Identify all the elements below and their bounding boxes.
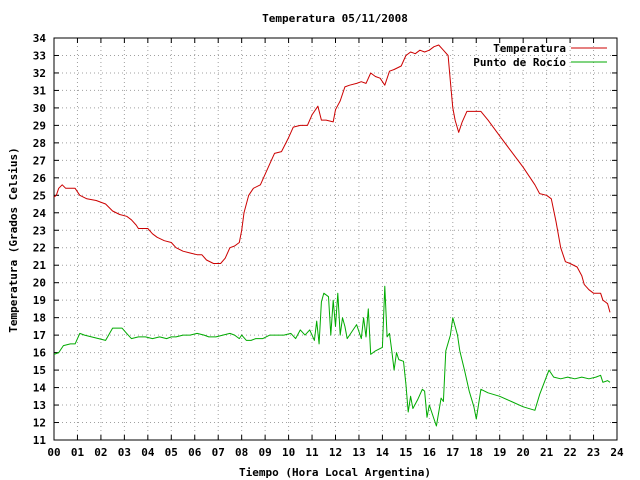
axis-ticks: 00 01 02 03 04 05 06 07 08 09 10 11 12 13 14 15 16 17 18 19… xyxy=(33,32,624,459)
x-tick-label: 15 xyxy=(399,446,412,459)
y-axis-label: Temperatura (Grados Celsius) xyxy=(7,147,20,332)
x-tick-label: 05 xyxy=(165,446,178,459)
x-tick-label: 22 xyxy=(563,446,576,459)
y-tick-label: 32 xyxy=(33,67,46,80)
series-line-temperatura xyxy=(53,44,611,313)
y-tick-label: 25 xyxy=(33,189,46,202)
x-tick-label: 03 xyxy=(118,446,131,459)
grid xyxy=(54,38,617,440)
y-tick-label: 27 xyxy=(33,154,46,167)
x-tick-label: 07 xyxy=(212,446,225,459)
y-tick-label: 14 xyxy=(33,382,47,395)
y-tick-label: 28 xyxy=(33,137,46,150)
y-tick-label: 23 xyxy=(33,224,46,237)
x-tick-label: 11 xyxy=(305,446,319,459)
x-tick-label: 12 xyxy=(329,446,342,459)
y-tick-label: 11 xyxy=(33,434,47,447)
series-lines xyxy=(53,44,611,427)
x-tick-label: 13 xyxy=(352,446,365,459)
x-tick-label: 02 xyxy=(94,446,107,459)
y-tick-label: 33 xyxy=(33,49,46,62)
x-tick-label: 14 xyxy=(376,446,390,459)
x-tick-label: 06 xyxy=(188,446,202,459)
x-tick-label: 20 xyxy=(517,446,530,459)
x-tick-label: 24 xyxy=(610,446,624,459)
legend-label-punto-de-rocio: Punto de Rocío xyxy=(473,56,566,69)
y-tick-label: 16 xyxy=(33,347,47,360)
y-tick-label: 22 xyxy=(33,242,46,255)
y-tick-label: 34 xyxy=(33,32,47,45)
x-tick-label: 23 xyxy=(587,446,600,459)
x-tick-label: 10 xyxy=(282,446,295,459)
y-tick-label: 31 xyxy=(33,84,47,97)
y-tick-label: 19 xyxy=(33,294,46,307)
y-tick-label: 21 xyxy=(33,259,47,272)
x-tick-label: 18 xyxy=(470,446,483,459)
chart-title: Temperatura 05/11/2008 xyxy=(262,12,408,25)
y-tick-label: 13 xyxy=(33,399,46,412)
y-tick-label: 26 xyxy=(33,172,47,185)
x-axis-label: Tiempo (Hora Local Argentina) xyxy=(239,466,431,479)
y-tick-label: 24 xyxy=(33,207,47,220)
x-tick-label: 17 xyxy=(446,446,459,459)
y-tick-label: 29 xyxy=(33,119,46,132)
y-tick-label: 20 xyxy=(33,277,46,290)
x-tick-label: 08 xyxy=(235,446,248,459)
x-tick-label: 00 xyxy=(47,446,60,459)
y-tick-label: 12 xyxy=(33,417,46,430)
y-tick-label: 15 xyxy=(33,364,46,377)
series-line-punto-de-rocio xyxy=(53,285,611,427)
x-tick-label: 04 xyxy=(141,446,155,459)
x-tick-label: 01 xyxy=(71,446,85,459)
y-tick-label: 30 xyxy=(33,102,46,115)
x-tick-label: 21 xyxy=(540,446,554,459)
x-tick-label: 09 xyxy=(259,446,272,459)
x-tick-label: 16 xyxy=(423,446,437,459)
x-tick-label: 19 xyxy=(493,446,506,459)
legend-label-temperatura: Temperatura xyxy=(493,42,566,55)
y-tick-label: 18 xyxy=(33,312,46,325)
y-tick-label: 17 xyxy=(33,329,46,342)
